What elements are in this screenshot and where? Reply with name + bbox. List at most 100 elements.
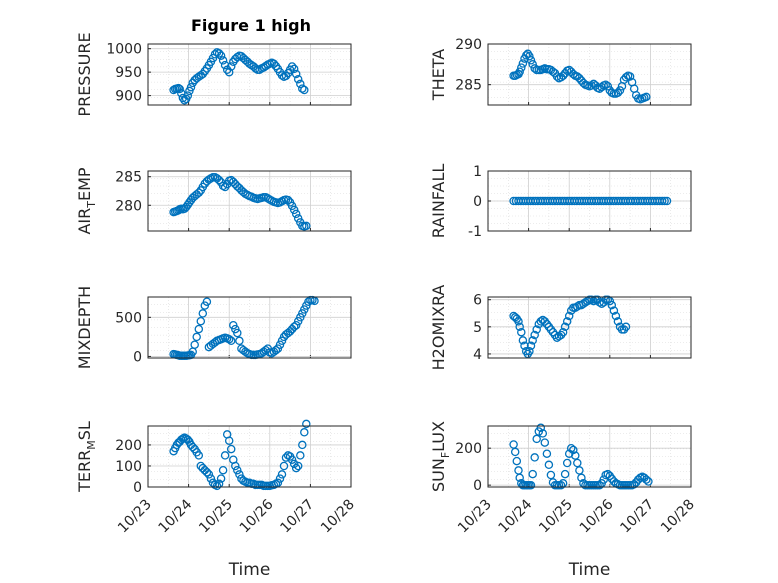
y-tick-label: 0 — [473, 478, 482, 494]
data-point — [571, 451, 580, 460]
data-point — [562, 317, 572, 326]
data-point — [621, 322, 631, 332]
data-point — [226, 62, 236, 71]
data-point — [607, 300, 617, 310]
data-point — [642, 92, 651, 102]
data-point — [526, 480, 536, 490]
marker-series — [169, 173, 311, 231]
x-tick-label: 10/23 — [115, 497, 155, 537]
data-point — [611, 311, 621, 321]
data-point — [546, 470, 556, 480]
y-tick-label: 280 — [115, 198, 142, 214]
subplot-rainfall: -1 0 1 RAINFALL — [429, 164, 692, 240]
data-point — [287, 201, 297, 211]
axes-frame — [147, 296, 352, 359]
data-point — [521, 51, 531, 60]
data-point — [277, 470, 287, 479]
data-point — [218, 56, 228, 65]
data-point — [532, 434, 541, 444]
data-point — [642, 475, 651, 484]
data-point — [603, 295, 613, 304]
y-tick-label: 0 — [473, 194, 482, 210]
data-point — [255, 65, 264, 75]
y-tick-label: 285 — [115, 170, 142, 186]
data-point — [293, 74, 303, 84]
data-point — [214, 175, 224, 185]
y-tick-label: 4 — [473, 347, 482, 363]
data-point — [552, 72, 562, 81]
data-point — [613, 88, 623, 98]
data-point — [226, 444, 236, 454]
x-tick-label: 10/25 — [536, 497, 576, 537]
subplot-mixdepth: 0 500 MIXDEPTH — [75, 286, 352, 369]
data-point — [530, 453, 539, 462]
data-point — [544, 460, 554, 470]
data-point — [518, 336, 528, 345]
data-point — [291, 69, 301, 79]
data-point — [275, 474, 285, 483]
data-point — [233, 465, 242, 475]
data-point — [525, 51, 534, 61]
data-point — [218, 465, 228, 475]
data-point — [566, 443, 576, 453]
data-point — [279, 461, 289, 471]
data-point — [520, 341, 529, 351]
y-tick-label: 5 — [473, 320, 482, 336]
y-axis-label: THETA — [429, 49, 448, 101]
data-point — [269, 59, 279, 68]
data-point — [517, 327, 526, 337]
y-axis-label: SUNFLUX — [429, 421, 452, 492]
data-point — [609, 306, 619, 315]
data-point — [287, 62, 297, 71]
data-point — [514, 317, 523, 326]
data-point — [515, 322, 524, 332]
y-tick-label: 900 — [115, 89, 142, 105]
axes-frame — [487, 296, 692, 359]
data-point — [558, 71, 568, 80]
subplot-h2omixra: 4 5 6 H2OMIXRA — [429, 285, 692, 370]
data-point — [196, 316, 206, 326]
data-point — [595, 480, 604, 490]
data-point — [178, 434, 188, 443]
data-point — [575, 466, 584, 475]
data-point — [220, 60, 230, 70]
data-point — [291, 320, 301, 330]
data-point — [526, 341, 536, 351]
data-point — [224, 334, 234, 344]
data-point — [599, 475, 608, 484]
data-point — [538, 429, 548, 438]
data-point — [296, 79, 305, 89]
subplot-pressure: 900 950 1000 PRESSURE — [75, 32, 352, 117]
data-point — [562, 458, 572, 468]
data-point — [289, 459, 299, 469]
data-point — [206, 474, 216, 483]
axes-frame — [147, 43, 352, 106]
data-point — [175, 84, 184, 94]
data-point — [302, 221, 311, 231]
data-point — [289, 322, 299, 331]
marker-series — [169, 419, 311, 491]
data-point — [532, 325, 541, 334]
marker-series — [169, 48, 309, 105]
data-point — [662, 196, 672, 206]
data-point — [577, 473, 586, 483]
data-point — [291, 463, 301, 473]
data-point — [289, 64, 299, 74]
x-tick-label: 10/27 — [277, 497, 317, 537]
data-point — [515, 473, 524, 483]
data-point — [204, 470, 214, 479]
data-point — [271, 345, 281, 355]
data-point — [224, 436, 234, 445]
data-point — [202, 468, 212, 477]
data-point — [289, 205, 299, 215]
data-point — [298, 440, 307, 450]
data-point — [573, 458, 582, 468]
data-point — [530, 330, 539, 340]
y-axis-label: TERRMSL — [75, 421, 98, 493]
y-axis-label: AIRTEMP — [75, 167, 98, 234]
data-point — [302, 419, 311, 429]
data-point — [233, 52, 242, 62]
subplot-theta: 285 290 THETA — [429, 37, 692, 106]
data-point — [178, 93, 188, 103]
